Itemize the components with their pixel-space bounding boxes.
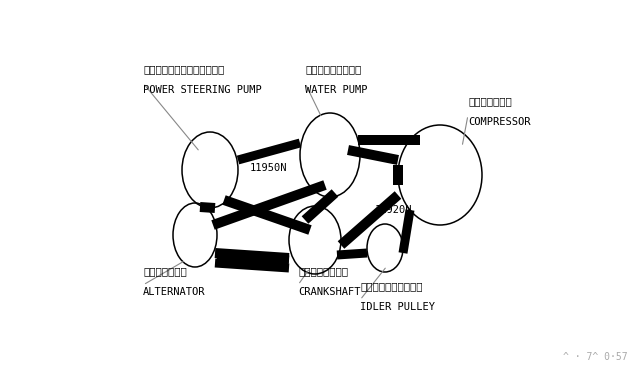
Text: 11950N: 11950N [250, 163, 287, 173]
Polygon shape [347, 145, 399, 165]
Polygon shape [217, 250, 289, 264]
Polygon shape [211, 180, 326, 230]
Polygon shape [222, 195, 312, 235]
Text: アイドラー　プーリー: アイドラー プーリー [360, 281, 422, 291]
Text: POWER STEERING PUMP: POWER STEERING PUMP [143, 85, 262, 95]
Polygon shape [237, 139, 301, 164]
Text: COMPRESSOR: COMPRESSOR [468, 117, 531, 127]
Polygon shape [214, 259, 289, 272]
Text: ^ · 7^ 0·57: ^ · 7^ 0·57 [563, 352, 628, 362]
Polygon shape [393, 165, 403, 185]
Polygon shape [200, 202, 215, 213]
Text: CRANKSHAFT: CRANKSHAFT [298, 287, 360, 297]
Text: IDLER PULLEY: IDLER PULLEY [360, 302, 435, 312]
Polygon shape [338, 191, 401, 249]
Text: 11920N: 11920N [375, 205, 413, 215]
Polygon shape [337, 248, 367, 260]
Polygon shape [358, 135, 420, 145]
Polygon shape [301, 189, 339, 224]
Text: パワーステアリング　ポンプ: パワーステアリング ポンプ [143, 64, 224, 74]
Text: 11720N: 11720N [248, 255, 285, 265]
Polygon shape [214, 248, 289, 263]
Text: ウォーター　ポンプ: ウォーター ポンプ [305, 64, 361, 74]
Text: オルタネーター: オルタネーター [143, 266, 187, 276]
Text: ALTERNATOR: ALTERNATOR [143, 287, 205, 297]
Text: WATER PUMP: WATER PUMP [305, 85, 367, 95]
Text: コンプレッサー: コンプレッサー [468, 96, 512, 106]
Text: クランクシャフト: クランクシャフト [298, 266, 348, 276]
Polygon shape [399, 209, 415, 254]
